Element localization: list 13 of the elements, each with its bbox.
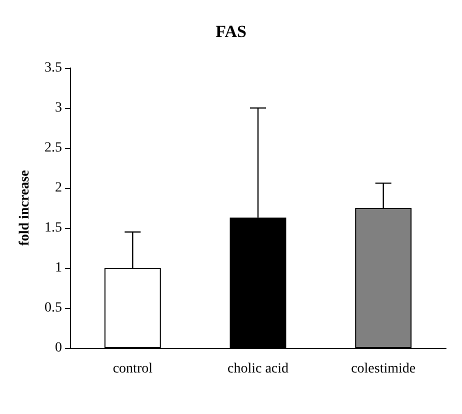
y-tick-label: 1.5 bbox=[44, 220, 62, 236]
y-tick-label: 3.5 bbox=[44, 60, 62, 76]
x-tick-label: control bbox=[112, 362, 153, 376]
x-tick-label: cholic acid bbox=[227, 362, 289, 376]
y-tick-label: 3 bbox=[55, 100, 62, 116]
y-tick-label: 1 bbox=[55, 260, 62, 276]
y-tick-label: 0 bbox=[55, 340, 62, 356]
y-tick-label: 2.5 bbox=[44, 140, 62, 156]
x-tick-label: colestimide bbox=[351, 362, 416, 376]
y-axis-title: fold increase bbox=[18, 170, 32, 246]
chart-title: FAS bbox=[216, 22, 246, 41]
y-tick-label: 0.5 bbox=[44, 300, 62, 316]
y-tick-label: 2 bbox=[55, 180, 62, 196]
